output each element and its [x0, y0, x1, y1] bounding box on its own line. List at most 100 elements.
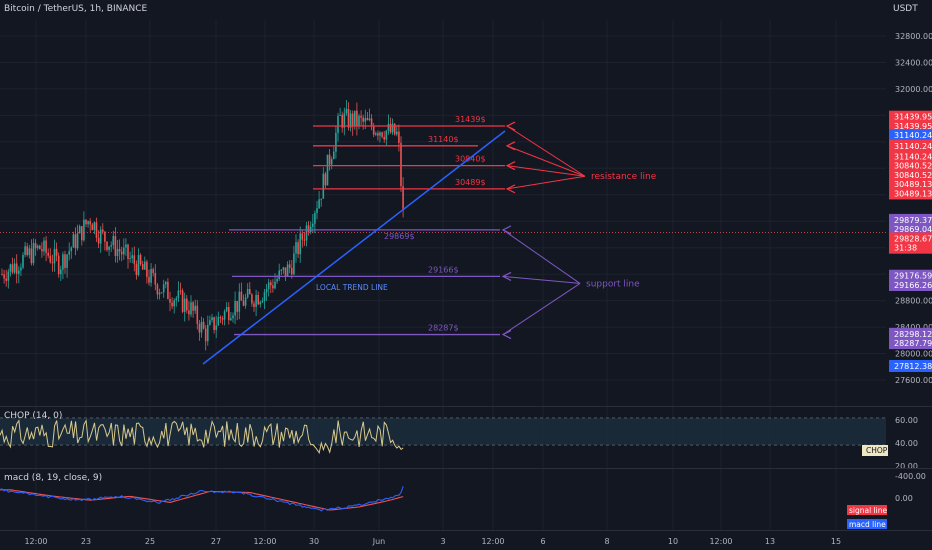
resistance-arrow [506, 145, 586, 177]
candle [225, 306, 228, 312]
price-badge-text: 29828.67 [894, 234, 932, 243]
candle [99, 229, 102, 244]
macd-line [0, 486, 404, 512]
candle [135, 264, 138, 275]
candle [284, 267, 287, 277]
candle [144, 261, 146, 270]
signal-badge-text: signal line [849, 506, 887, 515]
candle [324, 173, 327, 186]
candlestick-series [1, 100, 404, 351]
candle [190, 302, 192, 315]
candle [85, 219, 87, 225]
candle [351, 113, 354, 127]
pane-separator [0, 530, 932, 531]
candle [232, 315, 234, 319]
price-badge-text: 30489.13 [894, 180, 932, 189]
price-badge-text: 28287.79 [894, 339, 932, 348]
candle [158, 292, 161, 295]
price-badge-text: 29166.26 [894, 281, 932, 290]
price-badge [889, 213, 932, 226]
candle [30, 248, 33, 264]
candle [102, 229, 104, 232]
candle [240, 291, 243, 301]
candle [127, 244, 129, 259]
candle [39, 245, 41, 249]
price-badge-text: 30840.52 [894, 171, 932, 180]
macd-badge-text: macd line [849, 520, 886, 529]
price-badge [889, 187, 932, 200]
price-tick: 32400.00 [895, 58, 932, 67]
pane-separator[interactable] [0, 406, 932, 407]
candle [202, 321, 205, 329]
price-badge-text: 27812.38 [894, 362, 932, 371]
candle [47, 252, 49, 256]
candle [74, 234, 77, 249]
price-badge-text: 31140.24 [894, 131, 932, 140]
candle [316, 208, 318, 213]
candle [55, 248, 58, 256]
price-badge-text: 31:38 [894, 244, 917, 253]
candle [297, 242, 299, 255]
candle [280, 269, 283, 271]
candle [131, 255, 133, 259]
candle [87, 221, 89, 225]
candle [81, 226, 83, 241]
price-badge-text: 30840.52 [894, 162, 932, 171]
candle [322, 173, 325, 199]
candle [123, 247, 125, 255]
candle [221, 318, 224, 320]
candle [314, 212, 316, 224]
candle [72, 234, 75, 248]
price-badges: 31439.9531439.9531140.2431140.2431140.24… [889, 110, 932, 372]
candle [255, 294, 257, 307]
chop-tick: 40.00 [895, 439, 918, 448]
candle [211, 317, 213, 321]
time-label: 23 [81, 537, 91, 546]
candle [7, 271, 10, 281]
candle [169, 299, 171, 303]
candle [339, 114, 341, 116]
candle [333, 151, 335, 160]
candle [249, 289, 251, 295]
candle [362, 117, 364, 122]
candle [370, 118, 373, 127]
candle [330, 159, 333, 165]
candle [261, 300, 264, 302]
candle [152, 269, 154, 273]
candle [22, 254, 24, 268]
candle [318, 199, 320, 209]
candle [303, 239, 306, 241]
candle [335, 132, 337, 152]
candle [257, 294, 259, 305]
candle [286, 264, 289, 277]
price-badge [889, 150, 932, 163]
candle [337, 115, 339, 133]
price-tick: 28800.00 [895, 297, 932, 306]
time-label: 30 [309, 537, 319, 546]
candle [347, 108, 350, 128]
candle [391, 123, 394, 133]
chop-badge-text: CHOP [866, 446, 888, 455]
pane-separator[interactable] [0, 468, 932, 469]
price-tick: 28400.00 [895, 323, 932, 332]
candle [68, 251, 70, 255]
chop-tick: 20.00 [895, 462, 918, 471]
candle [146, 261, 148, 277]
time-label: 3 [440, 537, 445, 546]
candle [60, 269, 62, 275]
candle [379, 132, 381, 136]
candle [400, 142, 402, 187]
candle [26, 246, 28, 256]
resistance-price-label: 30840$ [455, 155, 486, 164]
candle [213, 317, 215, 330]
price-tick: 28000.00 [895, 350, 932, 359]
price-badge [889, 232, 932, 245]
candle [364, 117, 367, 122]
resistance-arrow [506, 175, 586, 190]
macd-label: macd (8, 19, close, 9) [4, 473, 103, 483]
time-label: 25 [145, 537, 155, 546]
candle [198, 323, 201, 333]
candle [209, 320, 211, 325]
macd-tick: -400.00 [895, 472, 926, 481]
